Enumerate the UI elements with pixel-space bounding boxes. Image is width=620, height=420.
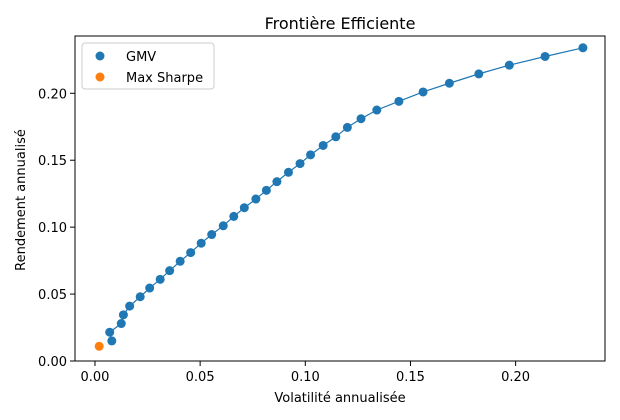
data-point-gmv (116, 319, 126, 329)
legend-marker (95, 51, 105, 61)
x-tick-label: 0.05 (186, 370, 215, 385)
data-point-gmv (372, 105, 382, 115)
data-point-gmv (186, 248, 196, 258)
data-point-gmv (318, 140, 328, 150)
y-axis-label: Rendement annualisé (14, 129, 29, 271)
y-tick-label: 0.10 (38, 221, 67, 236)
data-point-gmv (165, 266, 175, 276)
data-point-gmv (218, 221, 228, 231)
x-tick-label: 0.20 (501, 370, 530, 385)
data-point-gmv (107, 336, 117, 346)
x-axis: 0.00 0.05 0.10 0.15 0.20 (81, 361, 530, 385)
data-point-gmv (251, 194, 261, 204)
data-point-gmv (207, 230, 217, 240)
data-point-gmv (474, 69, 484, 79)
plot-area (94, 43, 588, 351)
y-tick-label: 0.15 (38, 154, 67, 169)
data-point-gmv (229, 211, 239, 221)
legend-label: Max Sharpe (126, 71, 203, 86)
x-axis-label: Volatilité annualisée (274, 391, 405, 406)
data-point-gmv (394, 96, 404, 106)
y-tick-label: 0.00 (38, 355, 67, 370)
data-point-gmv (444, 78, 454, 88)
y-tick-label: 0.20 (38, 87, 67, 102)
data-point-gmv (283, 167, 293, 177)
plot-frame (74, 35, 606, 362)
data-point-gmv (331, 132, 341, 142)
legend-marker (95, 72, 105, 82)
data-point-gmv (239, 203, 249, 213)
chart-title: Frontière Efficiente (265, 14, 416, 33)
data-point-gmv (261, 185, 271, 195)
data-point-gmv (356, 114, 366, 124)
data-point-gmv (135, 292, 145, 302)
data-point-gmv (118, 310, 128, 320)
legend: GMV Max Sharpe (81, 42, 215, 90)
data-point-gmv (306, 150, 316, 160)
legend-label: GMV (126, 50, 156, 65)
data-point-gmv (540, 51, 550, 61)
data-point-gmv (418, 87, 428, 97)
data-point-gmv (175, 256, 185, 266)
x-tick-label: 0.10 (291, 370, 320, 385)
data-point-gmv (145, 283, 155, 293)
y-axis: 0.00 0.05 0.10 0.15 0.20 (38, 87, 75, 370)
data-point-gmv (342, 122, 352, 132)
data-point-max-sharpe (94, 341, 104, 351)
x-tick-label: 0.00 (81, 370, 110, 385)
data-point-gmv (295, 159, 305, 169)
y-tick-label: 0.05 (38, 288, 67, 303)
data-point-gmv (504, 60, 514, 70)
x-tick-label: 0.15 (396, 370, 425, 385)
data-point-gmv (196, 238, 206, 248)
data-point-gmv (105, 327, 115, 337)
data-point-gmv (155, 274, 165, 284)
legend-box (81, 42, 215, 90)
data-point-gmv (272, 177, 282, 187)
data-point-gmv (578, 43, 588, 53)
data-point-gmv (125, 301, 135, 311)
series-line-gmv (109, 47, 584, 342)
